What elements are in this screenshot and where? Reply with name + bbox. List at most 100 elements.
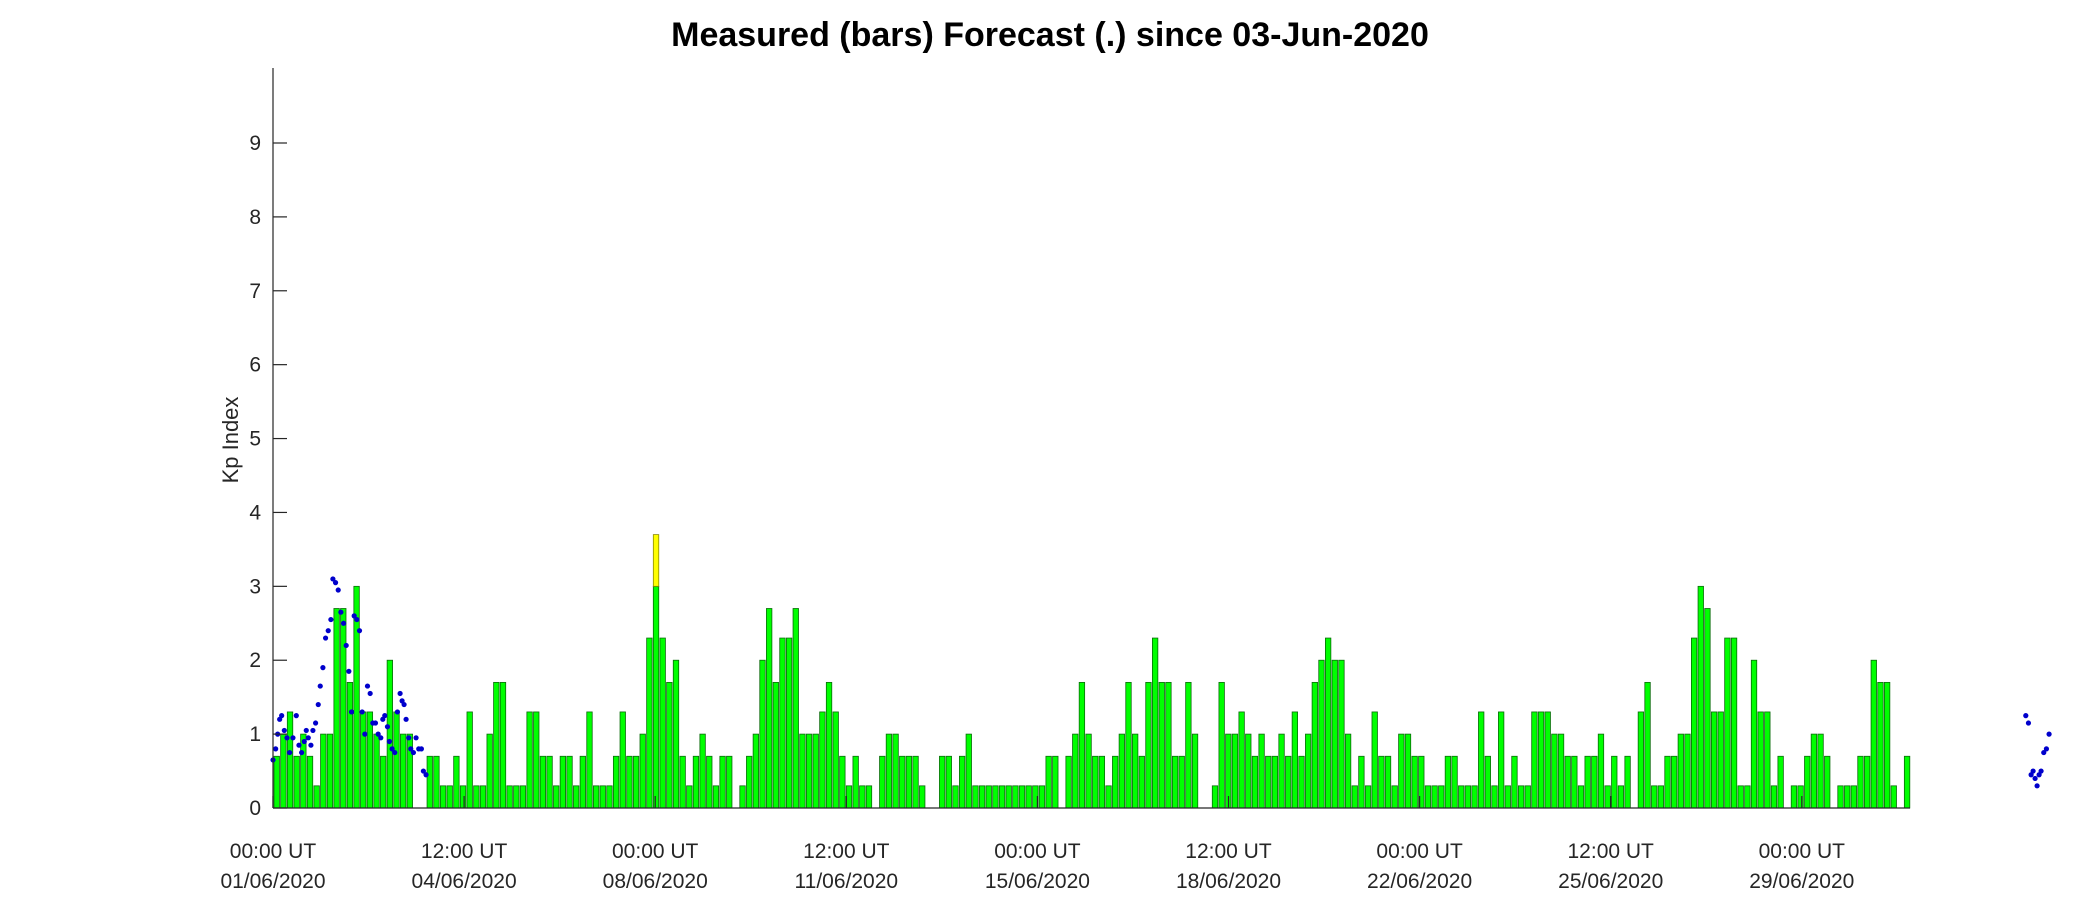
bar [1398, 733, 1405, 809]
bar-active-segment [652, 534, 660, 587]
bar [1291, 711, 1298, 809]
bar [320, 733, 327, 809]
forecast-point [394, 709, 401, 715]
forecast-point [403, 716, 409, 722]
bar [1544, 711, 1551, 809]
bar [752, 733, 759, 809]
forecast-point [372, 720, 379, 726]
bar [699, 733, 706, 809]
bar [1797, 785, 1804, 809]
bar [1431, 785, 1438, 809]
forecast-point [2023, 713, 2029, 719]
bar [1804, 755, 1811, 809]
bar [1092, 755, 1099, 809]
bar [1864, 755, 1871, 809]
bar [1744, 785, 1751, 809]
forecast-point [299, 749, 305, 756]
bar [978, 785, 986, 809]
bar [1438, 785, 1445, 809]
bar [785, 637, 793, 809]
bar [1617, 785, 1625, 809]
bar [1724, 637, 1731, 809]
y-tick-label: 7 [249, 280, 261, 303]
bar [1671, 755, 1678, 809]
bar [1311, 681, 1318, 809]
bar [652, 585, 660, 809]
bar [1338, 659, 1345, 809]
bar [439, 785, 447, 809]
bar [1191, 733, 1199, 809]
bar [1657, 785, 1664, 809]
forecast-point [312, 720, 319, 726]
forecast-point [2043, 746, 2050, 752]
bar [1890, 785, 1897, 809]
bar [340, 608, 347, 809]
forecast-point [351, 613, 357, 619]
bar [1597, 733, 1605, 809]
bar [1211, 785, 1219, 809]
forecast-point [384, 724, 391, 730]
forecast-point [301, 738, 307, 745]
bar [1883, 681, 1891, 809]
x-tick-label-date: 01/06/2020 [220, 870, 325, 893]
bar [1770, 785, 1778, 809]
bar [805, 733, 813, 809]
forecast-point [408, 746, 414, 752]
bar [1012, 785, 1019, 809]
bar [1305, 733, 1312, 809]
bar [599, 785, 606, 809]
bar [406, 733, 413, 809]
bar [1185, 681, 1192, 809]
bar [333, 608, 340, 809]
bar [985, 785, 992, 809]
bar [852, 755, 859, 809]
bar [1424, 785, 1432, 809]
bar [606, 785, 613, 809]
bar [513, 785, 520, 809]
bar [1750, 659, 1758, 809]
bar [1491, 785, 1498, 809]
bar [766, 608, 773, 809]
bar [1471, 785, 1478, 809]
bar [1790, 785, 1798, 809]
y-tick-label: 3 [249, 575, 261, 598]
bar [1498, 711, 1505, 809]
bar [1484, 755, 1491, 809]
forecast-point [322, 635, 329, 641]
bar [879, 755, 886, 809]
bar [1691, 637, 1698, 809]
x-tick-label-time: 00:00 UT [994, 840, 1081, 863]
bar [1517, 785, 1525, 809]
forecast-point [281, 727, 287, 734]
bar [1684, 733, 1691, 809]
bar [1697, 585, 1704, 809]
bar [726, 755, 733, 809]
forecast-point [397, 690, 403, 697]
bar [1298, 755, 1305, 809]
bar [546, 755, 553, 809]
bar [1704, 608, 1711, 809]
axes-layer: 0 1 2 3 4 5 6 7 8 9 00:00 UT 01/06/2020 12:00 UT 04/0… [220, 68, 1910, 893]
forecast-point [343, 642, 349, 649]
bar [832, 711, 839, 809]
bar [1245, 733, 1252, 809]
bar [1551, 733, 1558, 809]
forecast-point [2030, 768, 2036, 774]
bar [1351, 785, 1358, 809]
y-axis-label: Kp Index [218, 397, 243, 484]
bar [1098, 755, 1106, 809]
bar [799, 733, 806, 809]
bar [426, 755, 433, 809]
forecast-point [423, 772, 429, 778]
bar [1857, 755, 1864, 809]
bar [1810, 733, 1818, 809]
bar [1537, 711, 1545, 809]
y-tick-label: 1 [249, 723, 261, 746]
bar [998, 785, 1006, 809]
bar [692, 755, 700, 809]
bar [1824, 755, 1831, 809]
bar [1451, 755, 1458, 809]
bar [905, 755, 913, 809]
bar [400, 733, 407, 809]
bar [1318, 659, 1325, 809]
